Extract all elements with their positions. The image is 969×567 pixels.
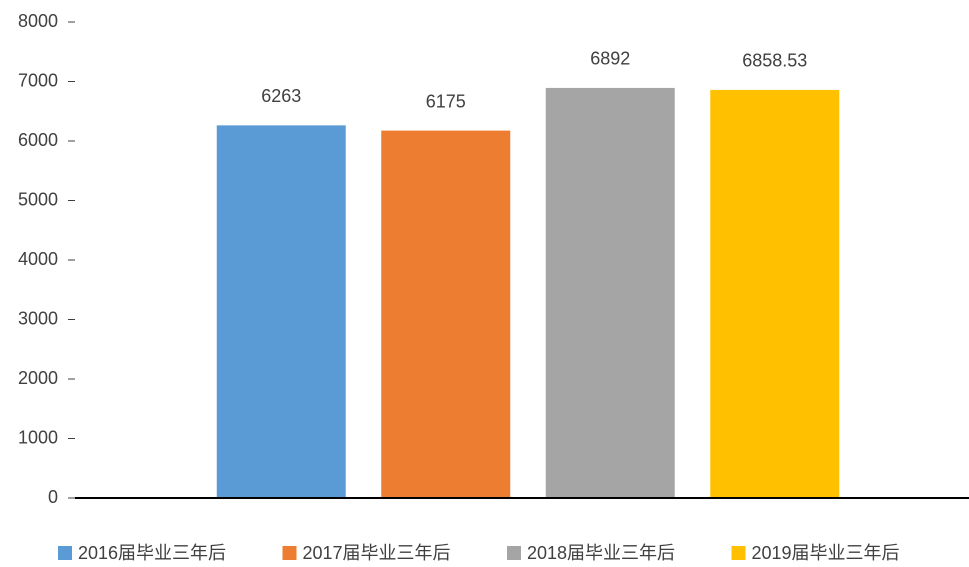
value-label: 6175 bbox=[426, 91, 466, 111]
bar bbox=[545, 87, 675, 499]
value-label: 6858.53 bbox=[742, 51, 807, 71]
y-tick-label: 1000 bbox=[18, 427, 58, 447]
bar bbox=[710, 89, 840, 498]
y-tick-label: 0 bbox=[48, 487, 58, 507]
y-tick-label: 3000 bbox=[18, 308, 58, 328]
value-label: 6263 bbox=[261, 86, 301, 106]
value-label: 6892 bbox=[590, 49, 630, 69]
legend-label: 2019届毕业三年后 bbox=[752, 543, 900, 563]
y-tick-label: 5000 bbox=[18, 189, 58, 209]
y-tick-label: 7000 bbox=[18, 70, 58, 90]
legend-swatch bbox=[58, 546, 72, 560]
legend-swatch bbox=[507, 546, 521, 560]
legend-label: 2018届毕业三年后 bbox=[527, 543, 675, 563]
bar bbox=[381, 130, 511, 498]
bar bbox=[216, 125, 346, 498]
legend-label: 2016届毕业三年后 bbox=[78, 543, 226, 563]
y-tick-label: 2000 bbox=[18, 368, 58, 388]
y-tick-label: 8000 bbox=[18, 11, 58, 31]
y-tick-label: 6000 bbox=[18, 130, 58, 150]
y-tick-label: 4000 bbox=[18, 249, 58, 269]
legend-label: 2017届毕业三年后 bbox=[303, 543, 451, 563]
legend-swatch bbox=[731, 546, 746, 560]
legend-swatch bbox=[282, 546, 297, 560]
